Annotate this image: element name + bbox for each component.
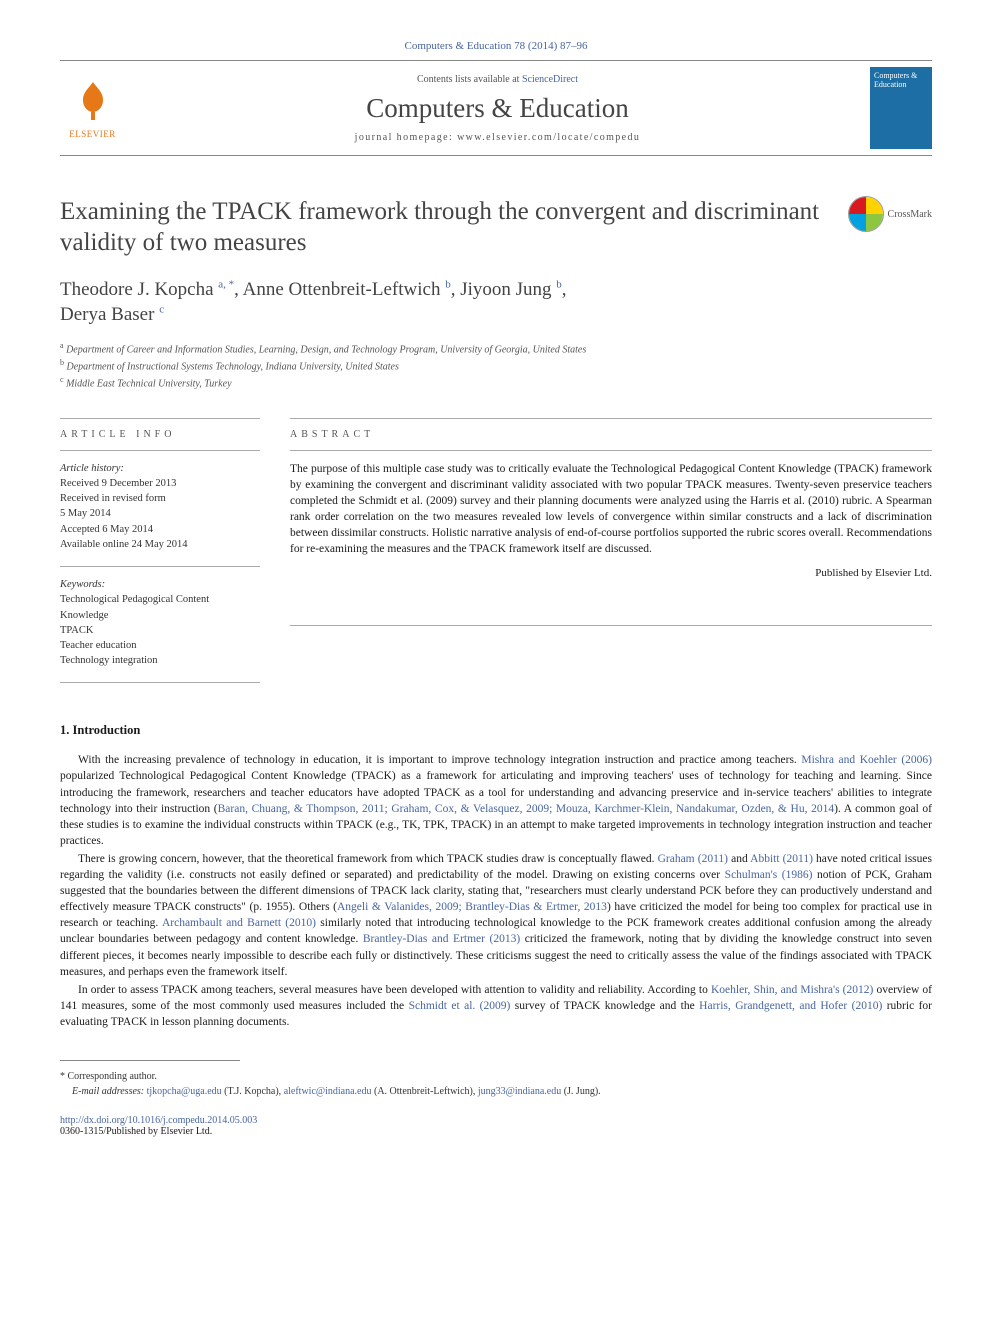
publisher-line: Published by Elsevier Ltd. [290,567,932,579]
author: Derya Baser [60,304,159,325]
affil-text: Middle East Technical University, Turkey [64,379,232,390]
author: Theodore J. Kopcha [60,279,218,300]
elsevier-tree-icon [60,78,125,129]
history-line: Accepted 6 May 2014 [60,522,260,537]
contents-prefix: Contents lists available at [417,74,522,85]
article-info-label: article info [60,429,260,440]
history-line: Received 9 December 2013 [60,476,260,491]
email-link[interactable]: jung33@indiana.edu [478,1086,561,1097]
elsevier-label: ELSEVIER [60,129,125,139]
text: In order to assess TPACK among teachers,… [78,984,711,996]
body-paragraph: There is growing concern, however, that … [60,851,932,980]
footer-notes: * Corresponding author. E-mail addresses… [60,1069,932,1099]
affil-text: Department of Instructional Systems Tech… [64,361,399,372]
body-paragraph: In order to assess TPACK among teachers,… [60,982,932,1030]
email-who: (J. Jung). [561,1086,600,1097]
doi-link[interactable]: http://dx.doi.org/10.1016/j.compedu.2014… [60,1115,257,1126]
sciencedirect-link[interactable]: ScienceDirect [522,74,578,85]
keyword: Technology integration [60,653,260,668]
reference-link[interactable]: Schmidt et al. (2009) [409,1000,511,1012]
abstract-label: abstract [290,429,932,440]
history-line: 5 May 2014 [60,506,260,521]
doi-block: http://dx.doi.org/10.1016/j.compedu.2014… [60,1115,932,1137]
reference-link[interactable]: Angeli & Valanides, 2009; Brantley-Dias … [337,901,607,913]
journal-cover-thumb: Computers & Education [870,67,932,149]
article-info-column: article info Article history: Received 9… [60,414,290,694]
author-sep: , [234,279,242,300]
keyword: Teacher education [60,638,260,653]
keywords-label: Keywords: [60,577,260,592]
reference-link[interactable]: Abbitt (2011) [750,853,813,865]
text: With the increasing prevalence of techno… [78,754,801,766]
article-title: Examining the TPACK framework through th… [60,196,830,259]
author: Jiyoon Jung [460,279,556,300]
author: Anne Ottenbreit-Leftwich [243,279,446,300]
email-link[interactable]: tjkopcha@uga.edu [147,1086,222,1097]
contents-line: Contents lists available at ScienceDirec… [125,74,870,85]
email-who: (T.J. Kopcha), [222,1086,284,1097]
citation-line: Computers & Education 78 (2014) 87–96 [60,40,932,52]
author-sup: a, * [218,278,234,290]
keyword: Knowledge [60,608,260,623]
history-line: Available online 24 May 2014 [60,537,260,552]
history-line: Received in revised form [60,491,260,506]
homepage-label: journal homepage: [355,132,457,143]
text: survey of TPACK knowledge and the [510,1000,699,1012]
reference-link[interactable]: Schulman's (1986) [725,869,813,881]
email-label: E-mail addresses: [72,1086,147,1097]
cover-title: Computers & Education [874,71,928,89]
elsevier-logo: ELSEVIER [60,78,125,139]
reference-link[interactable]: Brantley-Dias and Ertmer (2013) [363,933,520,945]
keyword: Technological Pedagogical Content [60,592,260,607]
reference-link[interactable]: Mishra and Koehler (2006) [801,754,932,766]
affiliations: a Department of Career and Information S… [60,340,932,392]
crossmark-icon [848,196,884,232]
abstract-column: abstract The purpose of this multiple ca… [290,414,932,694]
journal-header: ELSEVIER Contents lists available at Sci… [60,60,932,156]
reference-link[interactable]: Archambault and Barnett (2010) [162,917,316,929]
journal-name: Computers & Education [125,93,870,124]
section-heading: 1. Introduction [60,723,932,738]
crossmark-badge[interactable]: CrossMark [848,196,932,232]
text: and [728,853,750,865]
keyword: TPACK [60,623,260,638]
reference-link[interactable]: Graham (2011) [658,853,728,865]
affil-text: Department of Career and Information Stu… [64,344,587,355]
text: There is growing concern, however, that … [78,853,658,865]
journal-homepage: journal homepage: www.elsevier.com/locat… [125,132,870,143]
reference-link[interactable]: Baran, Chuang, & Thompson, 2011; Graham,… [218,803,834,815]
reference-link[interactable]: Harris, Grandgenett, and Hofer (2010) [699,1000,882,1012]
crossmark-label: CrossMark [888,209,932,220]
homepage-url[interactable]: www.elsevier.com/locate/compedu [457,132,640,143]
body-paragraph: With the increasing prevalence of techno… [60,752,932,849]
corresponding-author: * Corresponding author. [60,1069,932,1084]
author-sup: c [159,304,164,316]
abstract-text: The purpose of this multiple case study … [290,461,932,558]
email-who: (A. Ottenbreit-Leftwich), [371,1086,477,1097]
email-link[interactable]: aleftwic@indiana.edu [284,1086,372,1097]
author-sep: , [562,279,567,300]
author-list: Theodore J. Kopcha a, *, Anne Ottenbreit… [60,277,932,328]
author-sep: , [451,279,461,300]
reference-link[interactable]: Koehler, Shin, and Mishra's (2012) [711,984,873,996]
issn-line: 0360-1315/Published by Elsevier Ltd. [60,1126,212,1137]
history-label: Article history: [60,461,260,476]
